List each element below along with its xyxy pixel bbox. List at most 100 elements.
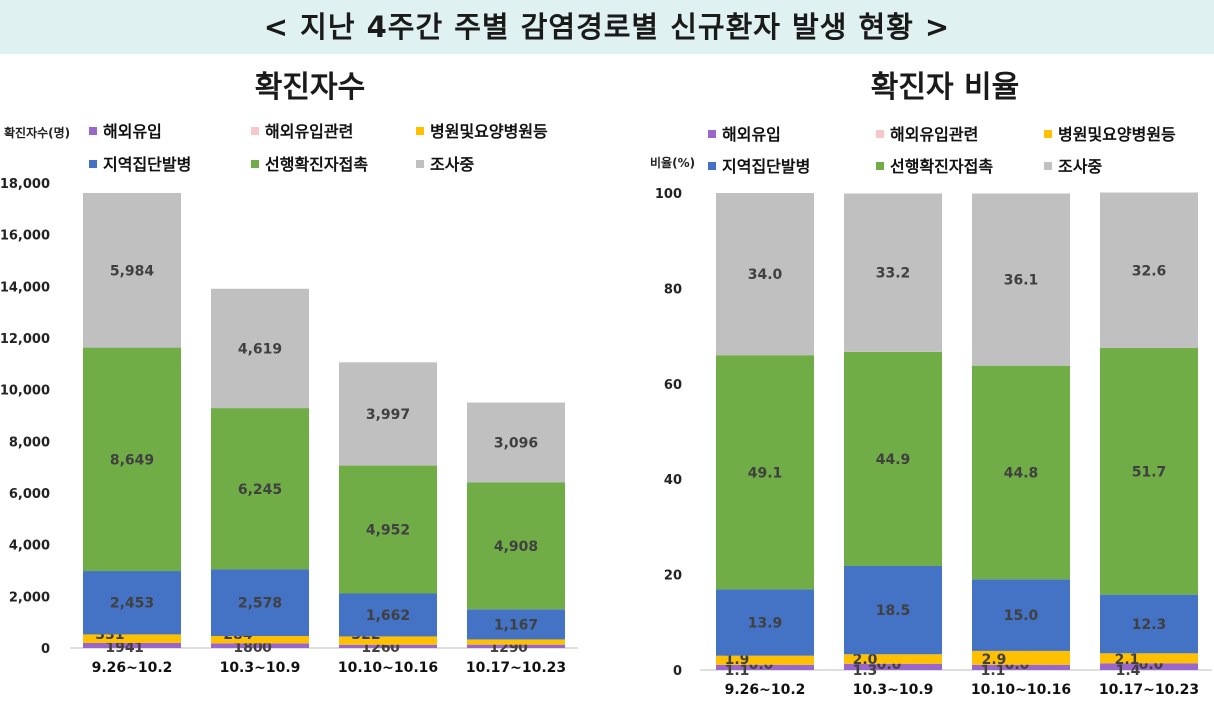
ratio-y-tick-label: 100 bbox=[655, 187, 682, 202]
counts-data-label: 1,662 bbox=[366, 608, 410, 624]
ratio-data-label: 44.9 bbox=[876, 452, 911, 468]
ratio-legend-swatch bbox=[1044, 162, 1052, 170]
ratio-data-label: 18.5 bbox=[876, 603, 911, 619]
counts-data-label: 0 bbox=[518, 640, 528, 656]
ratio-x-tick-label: 10.10~10.16 bbox=[971, 682, 1071, 698]
ratio-legend-label: 지역집단발병 bbox=[722, 157, 810, 176]
ratio-data-label: 51.7 bbox=[1132, 464, 1167, 480]
counts-legend-swatch bbox=[416, 127, 424, 135]
ratio-data-label: 1.3 bbox=[853, 663, 878, 679]
counts-x-tick-label: 10.10~10.16 bbox=[338, 660, 438, 676]
counts-data-label: 0 bbox=[262, 640, 272, 656]
counts-bar-segment bbox=[339, 644, 437, 648]
counts-data-label: 4,908 bbox=[494, 539, 538, 555]
ratio-bar-segment bbox=[1100, 192, 1198, 349]
ratio-y-tick-label: 0 bbox=[673, 664, 682, 679]
ratio-legend-label: 병원및요양병원등 bbox=[1058, 125, 1176, 144]
ratio-bar-segment bbox=[1100, 594, 1198, 654]
ratio-legend-label: 해외유입 bbox=[722, 125, 781, 144]
ratio-data-label: 49.1 bbox=[748, 465, 783, 481]
ratio-bar-segment bbox=[844, 566, 942, 655]
ratio-y-tick-label: 60 bbox=[664, 378, 682, 393]
counts-legend-swatch bbox=[89, 127, 97, 135]
counts-legend-swatch bbox=[251, 160, 259, 168]
counts-bar-segment bbox=[83, 347, 181, 572]
counts-bar-segment bbox=[467, 482, 565, 610]
counts-x-tick-label: 9.26~10.2 bbox=[92, 660, 173, 676]
counts-x-tick-label: 10.3~10.9 bbox=[220, 660, 301, 676]
counts-bar-segment bbox=[339, 593, 437, 637]
ratio-data-label: 33.2 bbox=[876, 266, 911, 282]
ratio-legend-swatch bbox=[876, 130, 884, 138]
ratio-data-label: 1.1 bbox=[981, 663, 1006, 679]
counts-bar-segment bbox=[339, 465, 437, 594]
ratio-bar-segment bbox=[844, 654, 942, 664]
counts-legend-swatch bbox=[89, 160, 97, 168]
ratio-bar-segment bbox=[716, 355, 814, 590]
counts-y-tick-label: 8,000 bbox=[9, 435, 50, 450]
counts-legend-label: 지역집단발병 bbox=[103, 155, 191, 174]
ratio-data-label: 13.9 bbox=[748, 616, 783, 632]
counts-y-tick-label: 16,000 bbox=[0, 229, 50, 244]
ratio-y-tick-label: 20 bbox=[664, 569, 682, 584]
ratio-legend-swatch bbox=[1044, 130, 1052, 138]
ratio-bar-segment bbox=[1100, 653, 1198, 664]
counts-bar-segment bbox=[83, 634, 181, 643]
ratio-bar-segment bbox=[1100, 348, 1198, 595]
counts-bar-segment bbox=[211, 288, 309, 409]
counts-data-label: 2,453 bbox=[110, 596, 154, 612]
ratio-bar-segment bbox=[844, 193, 942, 352]
counts-y-tick-label: 0 bbox=[41, 642, 50, 657]
counts-legend-label: 병원및요양병원등 bbox=[430, 122, 548, 141]
ratio-legend-swatch bbox=[708, 130, 716, 138]
ratio-legend-label: 선행확진자접촉 bbox=[890, 157, 993, 176]
counts-bar-segment bbox=[83, 193, 181, 348]
counts-legend-label: 해외유입관련 bbox=[265, 122, 353, 141]
ratio-legend-label: 조사중 bbox=[1058, 157, 1102, 176]
ratio-x-tick-label: 10.17~10.23 bbox=[1099, 682, 1199, 698]
counts-y-tick-label: 2,000 bbox=[9, 590, 50, 605]
counts-data-label: 6,245 bbox=[238, 482, 282, 498]
counts-bar-segment bbox=[211, 569, 309, 637]
chart-title-ratio: 확진자 비율 bbox=[870, 70, 1020, 105]
counts-bar-segment bbox=[339, 362, 437, 466]
ratio-data-label: 1.4 bbox=[1116, 663, 1141, 679]
ratio-bar-segment bbox=[716, 664, 814, 670]
counts-data-label: 1 bbox=[134, 640, 144, 656]
counts-y-axis-title: 확진자수(명) bbox=[4, 125, 70, 140]
counts-x-tick-label: 10.17~10.23 bbox=[466, 660, 566, 676]
ratio-legend-swatch bbox=[708, 162, 716, 170]
counts-bar-segment bbox=[467, 639, 565, 645]
counts-bar-segment bbox=[339, 636, 437, 645]
ratio-data-label: 2.1 bbox=[1115, 652, 1140, 668]
counts-bar-segment bbox=[467, 609, 565, 640]
ratio-bar-segment bbox=[972, 650, 1070, 665]
counts-data-label: 3,096 bbox=[494, 436, 538, 452]
ratio-y-tick-label: 40 bbox=[664, 473, 682, 488]
ratio-data-label: 34.0 bbox=[748, 267, 783, 283]
ratio-bar-segment bbox=[972, 664, 1070, 670]
counts-data-label: 3,997 bbox=[366, 407, 410, 423]
counts-data-label: 2,578 bbox=[238, 596, 282, 612]
counts-bar-segment bbox=[83, 571, 181, 635]
ratio-bar-segment bbox=[972, 193, 1070, 366]
ratio-bar-segment bbox=[972, 579, 1070, 651]
counts-y-tick-label: 4,000 bbox=[9, 539, 50, 554]
counts-legend-label: 선행확진자접촉 bbox=[265, 155, 368, 174]
ratio-legend-swatch bbox=[876, 162, 884, 170]
counts-legend-label: 해외유입 bbox=[103, 122, 162, 141]
ratio-bar-segment bbox=[716, 589, 814, 656]
counts-data-label: 5,984 bbox=[110, 263, 155, 279]
ratio-bar-segment bbox=[716, 655, 814, 665]
counts-y-tick-label: 18,000 bbox=[0, 177, 50, 192]
ratio-data-label: 1.1 bbox=[725, 663, 750, 679]
ratio-data-label: 32.6 bbox=[1132, 263, 1167, 279]
counts-y-tick-label: 10,000 bbox=[0, 384, 50, 399]
ratio-x-tick-label: 10.3~10.9 bbox=[853, 682, 934, 698]
counts-bar-segment bbox=[467, 402, 565, 483]
ratio-data-label: 2.0 bbox=[853, 652, 878, 668]
counts-data-label: 180 bbox=[233, 640, 262, 656]
counts-y-tick-label: 14,000 bbox=[0, 280, 50, 295]
